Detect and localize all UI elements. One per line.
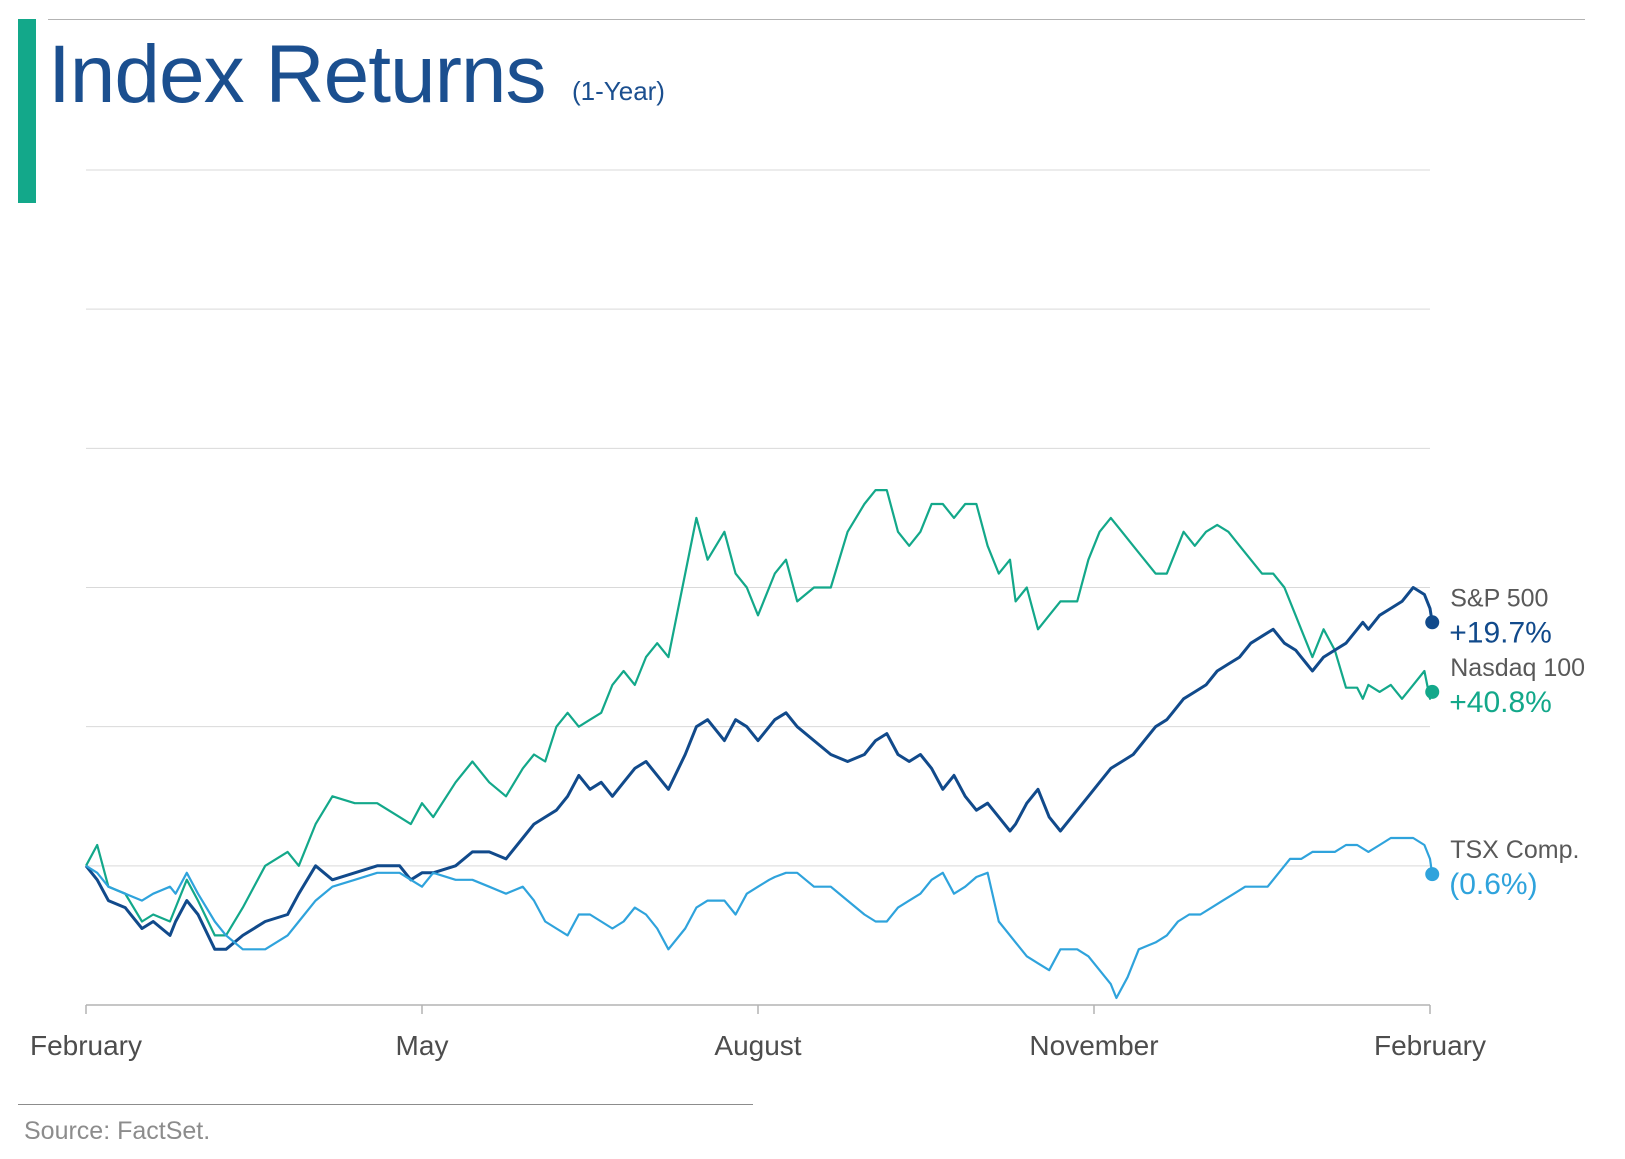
source-rule bbox=[18, 1104, 753, 1105]
end-marker-tsx-comp bbox=[1425, 867, 1440, 882]
x-tick-label-4: February bbox=[1374, 1030, 1486, 1061]
series-line-nasdaq-100 bbox=[85, 489, 1434, 937]
series-line-s-p-500 bbox=[84, 586, 1434, 951]
top-rule bbox=[48, 19, 1585, 20]
end-label-value-s-p-500: +19.7% bbox=[1449, 616, 1552, 649]
end-label-value-nasdaq-100: +40.8% bbox=[1449, 686, 1552, 719]
gridlines bbox=[86, 169, 1430, 867]
end-label-name-nasdaq-100: Nasdaq 100 bbox=[1450, 654, 1585, 682]
end-label-value-tsx-comp: (0.6%) bbox=[1449, 868, 1537, 901]
end-label-name-tsx-comp: TSX Comp. bbox=[1450, 836, 1579, 864]
x-tick-label-2: August bbox=[714, 1030, 801, 1061]
series-end-markers bbox=[1425, 615, 1440, 882]
end-marker-nasdaq-100 bbox=[1425, 684, 1440, 699]
end-label-name-s-p-500: S&P 500 bbox=[1450, 584, 1548, 612]
chart-title: Index Returns bbox=[48, 29, 546, 120]
chart-subtitle: (1-Year) bbox=[572, 76, 665, 106]
x-axis-ticks: February May August November February bbox=[30, 1005, 1486, 1061]
end-marker-s-p-500 bbox=[1425, 615, 1440, 630]
series-end-labels: Nasdaq 100 +40.8% S&P 500 +19.7% TSX Comp. (0… bbox=[1449, 584, 1585, 901]
series-lines bbox=[84, 489, 1434, 1000]
series-line-tsx-comp bbox=[85, 836, 1434, 1000]
source-note: Source: FactSet. bbox=[24, 1117, 211, 1145]
accent-bar bbox=[18, 19, 36, 203]
x-tick-label-1: May bbox=[396, 1030, 449, 1061]
x-tick-label-0: February bbox=[30, 1030, 142, 1061]
x-tick-label-3: November bbox=[1029, 1030, 1158, 1061]
line-chart: February May August November February Nasdaq… bbox=[30, 169, 1585, 1061]
